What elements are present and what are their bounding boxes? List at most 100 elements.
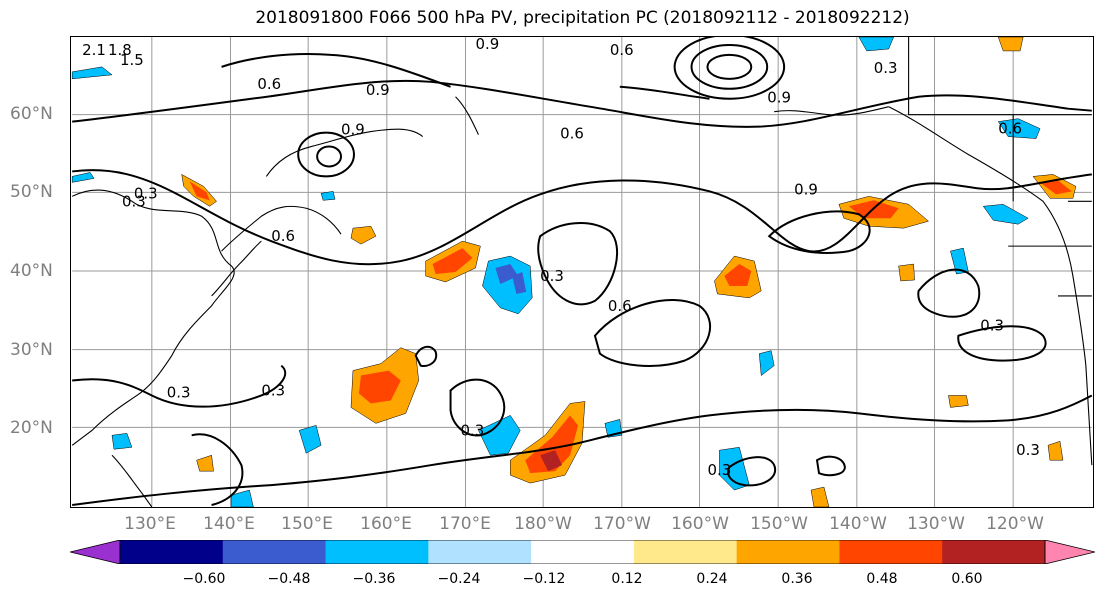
coastlines	[71, 37, 1093, 507]
lon-label-130w: 130°W	[907, 514, 965, 534]
colorbar-tick: 0.48	[866, 571, 898, 587]
contour-label: 1.5	[120, 51, 144, 69]
precip-blob	[111, 433, 133, 450]
contour-label: 0.3	[980, 317, 1004, 335]
precip-blob	[71, 66, 113, 80]
colorbar-tick: −0.48	[267, 571, 311, 587]
contour-label: 0.6	[257, 75, 281, 93]
precip-blob	[1047, 440, 1064, 461]
colorbar-segment	[942, 540, 1046, 564]
lat-label-20n: 20°N	[10, 418, 53, 438]
chart-title: 2018091800 F066 500 hPa PV, precipitatio…	[255, 8, 910, 28]
precip-blob	[189, 181, 210, 201]
contour-label: 0.9	[767, 89, 791, 107]
lon-label-150e: 150°E	[281, 514, 333, 534]
colorbar-extend-high	[1044, 540, 1095, 564]
precip-blob	[997, 118, 1041, 139]
lon-label-170e: 170°E	[439, 514, 491, 534]
contour-label: 0.6	[608, 297, 632, 315]
precip-blob	[231, 489, 254, 507]
contour-label: 2.1	[82, 41, 106, 59]
precip-blob	[540, 450, 563, 472]
contour-label: 0.3	[134, 184, 158, 202]
colorbar-outline	[119, 540, 1046, 564]
precip-blob	[948, 395, 969, 408]
contour-label: 0.6	[560, 125, 584, 143]
precip-shading	[71, 37, 1077, 507]
precip-blob	[482, 255, 533, 315]
contour-label: 0.3	[461, 421, 485, 439]
colorbar-segment	[428, 540, 532, 564]
colorbar-tick: 0.36	[781, 571, 813, 587]
precip-blob	[525, 415, 579, 474]
colorbar-segment	[120, 540, 224, 564]
contour-label-group: 0.6 0.9 0.3 1.5 1.8 2.1 0.9 0.6 0.3 0.6 …	[82, 36, 1040, 479]
precip-blob	[810, 486, 830, 507]
lon-label-140w: 140°W	[829, 514, 887, 534]
colorbar-tick: −0.24	[437, 571, 481, 587]
lat-label-50n: 50°N	[10, 182, 53, 202]
precip-blob	[898, 263, 915, 282]
precip-blob	[358, 370, 401, 404]
colorbar-segment	[325, 540, 429, 564]
colorbar-tick: 0.60	[951, 571, 983, 587]
colorbar-tick: 0.24	[696, 571, 728, 587]
lon-label-150w: 150°W	[750, 514, 808, 534]
precip-blob	[724, 264, 752, 286]
precip-blob	[512, 272, 527, 294]
precip-blob	[350, 225, 377, 245]
precip-blob	[997, 37, 1024, 52]
colorbar-segment	[633, 540, 738, 564]
precip-blob	[495, 264, 519, 284]
colorbar-extend-low	[70, 540, 121, 564]
lon-label-140e: 140°E	[203, 514, 255, 534]
contour-label: 0.3	[707, 461, 731, 479]
lon-label-130e: 130°E	[124, 514, 176, 534]
contour-label: 0.9	[475, 36, 499, 53]
precip-blob	[478, 415, 521, 456]
pv-contours	[72, 37, 1093, 506]
contour-label: 0.3	[261, 381, 285, 399]
precip-blob	[719, 446, 750, 491]
colorbar-segment	[222, 540, 327, 564]
contour-label: 0.9	[341, 121, 365, 139]
lon-label-170w: 170°W	[593, 514, 651, 534]
colorbar-segments	[70, 540, 1095, 564]
contour-label: 0.6	[998, 120, 1022, 138]
contour-label: 0.6	[271, 227, 295, 245]
lon-label-160w: 160°W	[671, 514, 729, 534]
precip-blob	[858, 37, 894, 52]
precip-blob	[320, 191, 336, 201]
contour-label: 0.9	[794, 180, 818, 198]
colorbar-segment	[531, 540, 635, 564]
contour-label: 1.8	[108, 41, 132, 59]
precip-blob	[1040, 180, 1072, 195]
precip-blob	[298, 425, 322, 454]
lat-label-30n: 30°N	[10, 340, 53, 360]
precip-blob	[982, 204, 1029, 225]
precip-blob	[432, 248, 473, 274]
colorbar-segment	[736, 540, 840, 564]
map-panel: 0.6 0.9 0.3 1.5 1.8 2.1 0.9 0.6 0.3 0.6 …	[70, 36, 1094, 508]
lat-label-40n: 40°N	[10, 261, 53, 281]
contour-label: 0.6	[610, 41, 634, 59]
colorbar-tick: −0.60	[182, 571, 226, 587]
colorbar-tick: −0.12	[522, 571, 566, 587]
precip-blob	[758, 350, 775, 377]
precip-blob	[71, 172, 95, 183]
colorbar-tick: −0.36	[352, 571, 396, 587]
lon-label-160e: 160°E	[360, 514, 412, 534]
lon-label-180w: 180°W	[514, 514, 572, 534]
contour-label: 0.3	[874, 59, 898, 77]
precip-blob	[950, 247, 969, 275]
colorbar-segment	[839, 540, 943, 564]
colorbar-tick: 0.12	[611, 571, 643, 587]
contour-label: 0.3	[167, 383, 191, 401]
contour-label: 0.3	[1016, 441, 1040, 459]
lat-label-60n: 60°N	[10, 104, 53, 124]
lon-label-120w: 120°W	[986, 514, 1044, 534]
contour-label: 0.3	[540, 267, 564, 285]
contour-label: 0.3	[122, 192, 146, 210]
precip-blob	[196, 454, 214, 472]
contour-label: 0.9	[366, 81, 390, 99]
